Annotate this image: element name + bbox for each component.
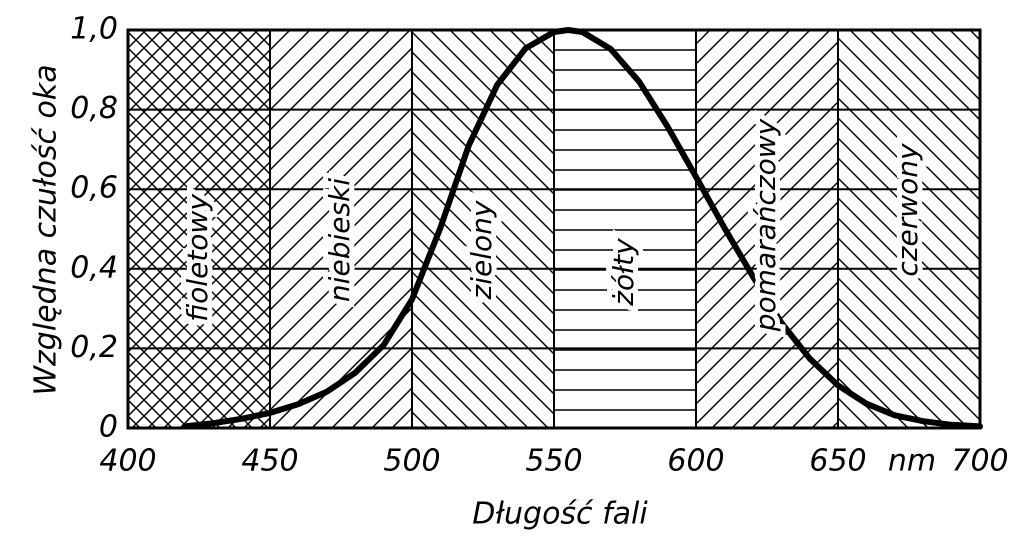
band — [270, 30, 412, 428]
band-label: żółty — [607, 238, 640, 307]
x-axis-label: Długość fali — [472, 497, 648, 532]
y-axis-label: Względna czułość oka — [29, 64, 64, 395]
y-tick-label: 0,4 — [70, 250, 118, 285]
band-label: zielony — [465, 200, 498, 300]
y-tick-label: 0,8 — [70, 91, 118, 126]
y-tick-label: 0,6 — [70, 171, 118, 206]
x-tick-label: 550 — [525, 444, 582, 479]
x-tick-label: 500 — [383, 444, 440, 479]
y-tick-label: 0,2 — [70, 330, 118, 365]
x-tick-label: 400 — [99, 444, 156, 479]
y-tick-label: 0 — [99, 410, 118, 445]
band — [128, 30, 270, 428]
y-tick-label: 1,0 — [70, 12, 118, 47]
x-tick-label: 600 — [667, 444, 724, 479]
x-tick-label: 650 — [809, 444, 866, 479]
band-label: czerwony — [891, 143, 924, 277]
x-unit: nm — [888, 444, 936, 479]
band — [554, 30, 696, 428]
band-label: pomarańczowy — [749, 118, 782, 332]
band-label: fioletowy — [181, 194, 214, 322]
curve — [181, 27, 983, 430]
x-tick-label: 450 — [241, 444, 298, 479]
band — [838, 30, 980, 428]
band-label: niebieski — [323, 178, 356, 302]
band — [412, 30, 554, 428]
x-tick-label: 700 — [951, 444, 1008, 479]
